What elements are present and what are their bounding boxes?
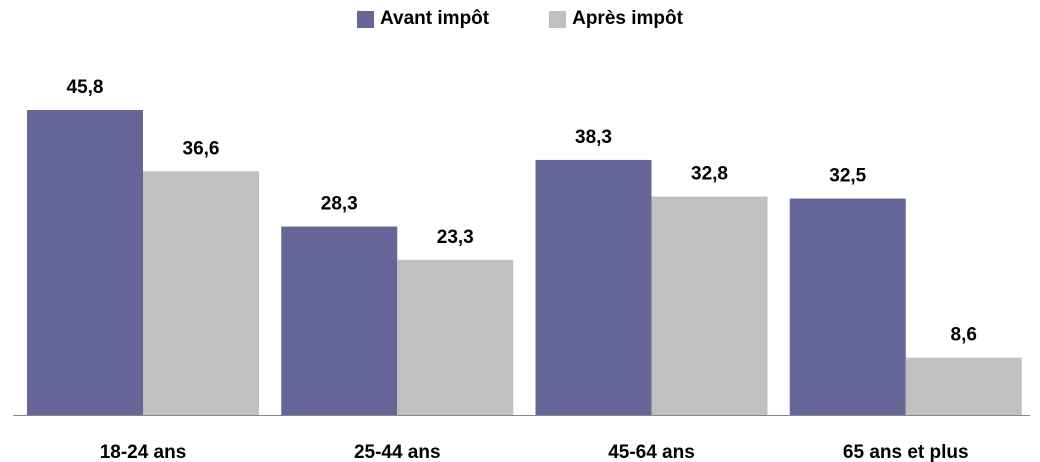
bar-avant-1 bbox=[281, 226, 398, 415]
data-label-apres-2: 32,8 bbox=[691, 164, 728, 185]
data-label-apres-3: 8,6 bbox=[951, 325, 977, 346]
x-tick-label-1: 25-44 ans bbox=[354, 442, 441, 462]
x-tick-label-0: 18-24 ans bbox=[100, 442, 187, 462]
bar-avant-0 bbox=[27, 110, 143, 415]
data-label-avant-3: 32,5 bbox=[829, 166, 866, 187]
legend-swatch-apres bbox=[549, 10, 567, 28]
data-label-avant-2: 38,3 bbox=[575, 127, 612, 148]
bar-apres-0 bbox=[143, 171, 259, 415]
x-tick-label-2: 45-64 ans bbox=[608, 442, 695, 462]
legend-swatch-avant bbox=[357, 10, 375, 28]
bar-apres-1 bbox=[397, 259, 514, 415]
x-tick-label-3: 65 ans et plus bbox=[843, 442, 969, 462]
data-label-apres-0: 36,6 bbox=[183, 138, 220, 159]
legend-label-apres: Après impôt bbox=[572, 8, 683, 29]
legend-item-avant: Avant impôt bbox=[357, 8, 489, 30]
bar-avant-3 bbox=[789, 198, 906, 415]
legend-label-avant: Avant impôt bbox=[380, 8, 490, 29]
bar-apres-3 bbox=[905, 357, 1022, 415]
data-label-apres-1: 23,3 bbox=[437, 227, 474, 248]
bar-apres-2 bbox=[651, 196, 768, 415]
data-label-avant-1: 28,3 bbox=[321, 194, 358, 215]
data-label-avant-0: 45,8 bbox=[67, 77, 104, 98]
legend-item-apres: Après impôt bbox=[549, 8, 683, 30]
bar-avant-2 bbox=[535, 159, 652, 415]
legend: Avant impôt Après impôt bbox=[0, 8, 1040, 30]
